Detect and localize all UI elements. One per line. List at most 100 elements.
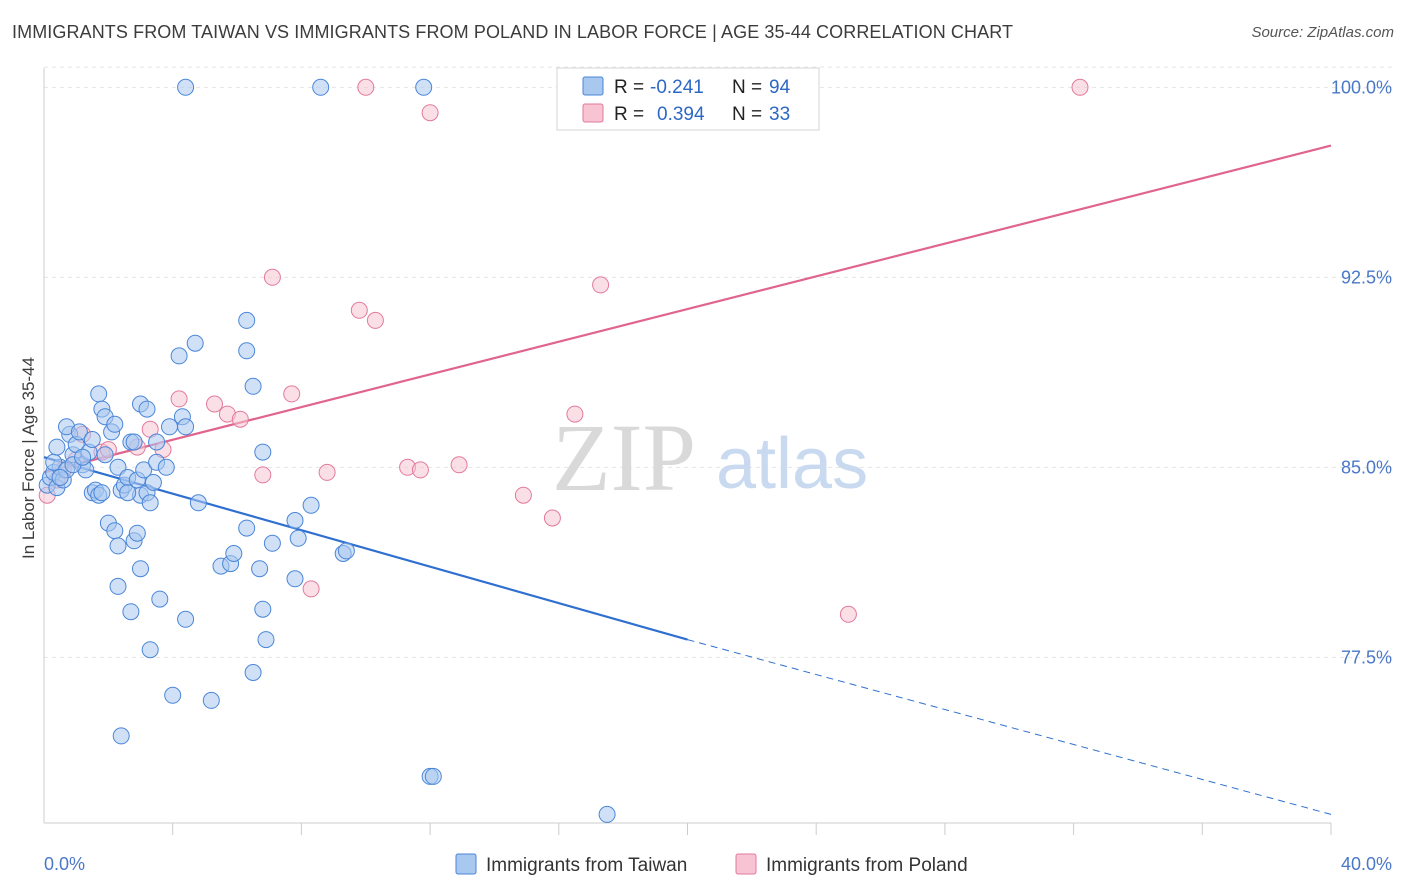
data-point-poland	[170, 390, 188, 408]
data-point-taiwan	[90, 385, 108, 403]
data-point-taiwan	[189, 494, 207, 512]
data-point-poland	[231, 410, 249, 428]
data-point-taiwan	[238, 311, 256, 329]
watermark: ZIP atlas	[552, 404, 868, 511]
chart-title: IMMIGRANTS FROM TAIWAN VS IMMIGRANTS FRO…	[12, 22, 1014, 42]
grid-lines	[44, 66, 1392, 658]
series-legend-swatch-poland	[735, 853, 757, 875]
data-point-taiwan	[96, 446, 114, 464]
data-point-poland	[206, 395, 223, 413]
data-point-taiwan	[598, 805, 616, 823]
data-point-taiwan	[135, 461, 153, 479]
data-point-taiwan	[128, 524, 146, 542]
legend-n-label-taiwan: N =	[732, 77, 762, 98]
data-point-poland	[1071, 78, 1089, 96]
data-point-taiwan	[244, 377, 262, 395]
source-credit: Source: ZipAtlas.com	[1251, 24, 1394, 41]
data-point-taiwan	[106, 522, 124, 540]
data-point-taiwan	[164, 686, 182, 704]
data-point-taiwan	[302, 496, 320, 514]
data-point-taiwan	[415, 78, 433, 96]
data-point-taiwan	[289, 529, 307, 547]
x-tick-label-right: 40.0%	[1341, 854, 1392, 874]
y-tick-label: 85.0%	[1341, 457, 1392, 477]
y-tick-label: 92.5%	[1341, 267, 1392, 287]
data-point-poland	[839, 605, 857, 623]
y-tick-labels: 77.5% 85.0% 92.5% 100.0%	[1331, 77, 1392, 667]
y-tick-label: 77.5%	[1341, 647, 1392, 667]
data-point-taiwan	[122, 603, 140, 621]
data-point-taiwan	[202, 691, 220, 709]
data-point-taiwan	[177, 78, 195, 96]
series-legend: Immigrants from Taiwan Immigrants from P…	[455, 853, 968, 876]
data-point-taiwan	[132, 560, 149, 578]
data-point-taiwan	[106, 415, 124, 433]
data-point-taiwan	[257, 631, 275, 649]
trend-line-taiwan-extrapolated	[687, 639, 1332, 815]
legend-swatch-taiwan	[582, 76, 604, 96]
data-point-taiwan	[109, 537, 127, 555]
data-point-taiwan	[177, 610, 195, 628]
data-point-taiwan	[286, 570, 304, 588]
data-point-taiwan	[125, 433, 143, 451]
data-point-poland	[357, 78, 375, 96]
legend-r-label-taiwan: R =	[614, 77, 644, 98]
data-point-taiwan	[112, 727, 130, 745]
data-point-taiwan	[148, 433, 166, 451]
data-point-taiwan	[48, 438, 66, 456]
data-point-taiwan	[312, 78, 330, 96]
data-point-poland	[366, 311, 384, 329]
legend-r-value-taiwan: -0.241	[650, 77, 704, 98]
y-axis-label: In Labor Force | Age 35-44	[19, 357, 38, 559]
data-point-poland	[566, 405, 584, 423]
series-legend-swatch-taiwan	[455, 853, 477, 875]
data-point-taiwan	[93, 484, 111, 502]
data-point-poland	[514, 486, 532, 504]
data-point-taiwan	[141, 494, 159, 512]
data-point-taiwan	[238, 342, 256, 360]
legend-n-label-poland: N =	[732, 104, 762, 125]
legend-r-label-poland: R =	[614, 104, 644, 125]
data-point-taiwan	[70, 423, 88, 441]
data-point-taiwan	[254, 443, 272, 461]
trend-line-poland	[43, 144, 1332, 474]
data-point-taiwan	[141, 641, 159, 659]
data-point-taiwan	[424, 767, 442, 785]
y-tick-label: 100.0%	[1331, 77, 1392, 97]
data-point-taiwan	[337, 542, 355, 560]
data-point-taiwan	[74, 448, 92, 466]
legend-r-value-poland: 0.394	[657, 104, 705, 125]
data-point-taiwan	[119, 484, 137, 502]
data-point-taiwan	[151, 590, 169, 608]
data-point-taiwan	[251, 560, 269, 578]
data-point-poland	[263, 268, 281, 286]
data-point-taiwan	[186, 334, 204, 352]
data-point-taiwan	[170, 347, 188, 365]
data-point-taiwan	[144, 474, 162, 491]
data-point-poland	[283, 385, 301, 403]
data-point-taiwan	[138, 400, 156, 418]
axes	[43, 68, 1332, 835]
data-point-taiwan	[161, 418, 178, 436]
data-point-poland	[350, 301, 368, 319]
series-legend-label-poland: Immigrants from Poland	[766, 855, 968, 876]
data-point-poland	[543, 509, 561, 527]
data-point-poland	[421, 104, 439, 122]
correlation-legend: R = -0.241 N = 94 R = 0.394 N = 33	[556, 67, 820, 131]
data-point-poland	[302, 580, 320, 598]
data-points	[38, 78, 1089, 823]
data-point-taiwan	[238, 519, 256, 537]
data-point-taiwan	[109, 577, 127, 595]
legend-n-value-taiwan: 94	[769, 77, 791, 98]
data-point-taiwan	[244, 664, 262, 681]
data-point-poland	[450, 456, 468, 474]
data-point-poland	[411, 461, 429, 479]
x-tick-label-left: 0.0%	[44, 854, 85, 874]
data-point-taiwan	[177, 418, 195, 436]
data-point-taiwan	[286, 512, 304, 529]
data-point-taiwan	[254, 600, 272, 618]
data-point-poland	[254, 466, 272, 484]
legend-n-value-poland: 33	[769, 104, 790, 125]
data-point-taiwan	[157, 458, 175, 476]
